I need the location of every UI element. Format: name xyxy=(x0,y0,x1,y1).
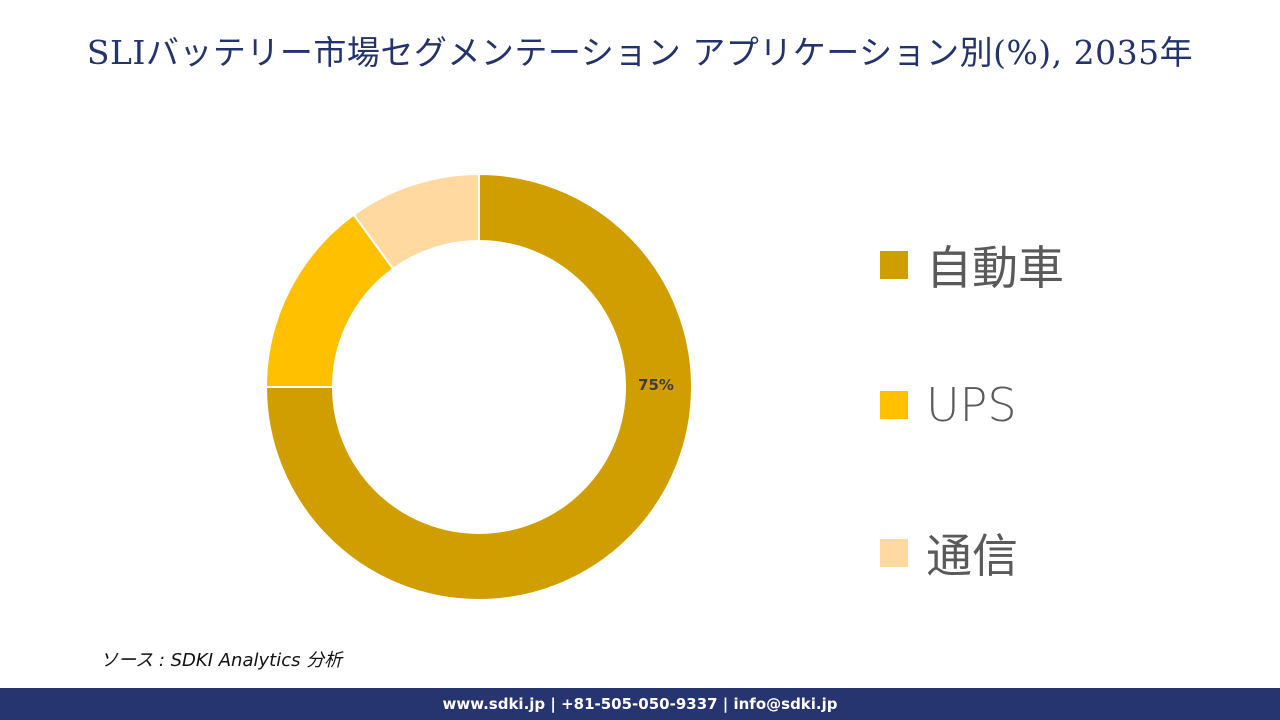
legend-swatch-automotive xyxy=(880,251,908,279)
footer-bar: www.sdki.jp | +81-505-050-9337 | info@sd… xyxy=(0,688,1280,720)
donut-slice-2 xyxy=(352,172,480,271)
donut-slices xyxy=(264,172,693,601)
legend-swatch-telecom xyxy=(880,539,908,567)
legend-item-automotive: 自動車 xyxy=(880,232,1064,298)
legend-swatch-ups xyxy=(880,391,908,419)
donut-chart: 75% xyxy=(264,172,693,601)
legend-item-ups: UPS xyxy=(880,378,1017,432)
source-note: ソース : SDKI Analytics 分析 xyxy=(100,650,343,671)
data-label-automotive: 75% xyxy=(638,376,674,394)
donut-slice-0 xyxy=(264,172,693,601)
legend-label: 通信 xyxy=(926,529,1018,583)
legend-item-telecom: 通信 xyxy=(880,520,1018,586)
legend-label: UPS xyxy=(926,378,1017,432)
footer-contact: www.sdki.jp | +81-505-050-9337 | info@sd… xyxy=(442,695,838,713)
legend-label: 自動車 xyxy=(926,241,1064,295)
chart-title: SLIバッテリー市場セグメンテーション アプリケーション別(%), 2035年 xyxy=(86,33,1194,72)
